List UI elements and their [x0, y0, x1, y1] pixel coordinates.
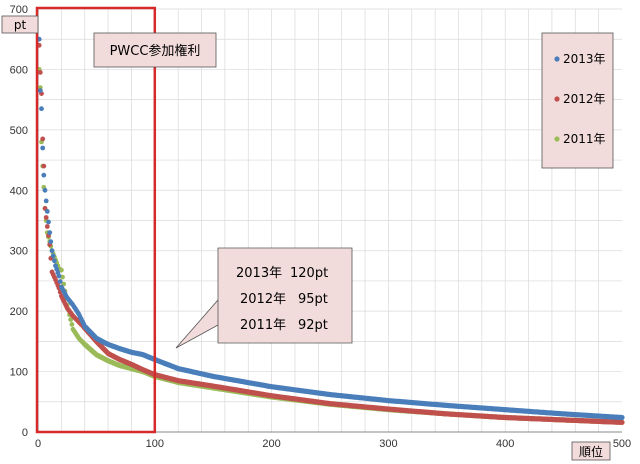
y-axis-label: pt	[14, 18, 27, 32]
callout-year-2013: 2013年	[236, 266, 282, 281]
x-tick-label: 500	[613, 438, 631, 450]
y-tick-label: 500	[10, 125, 28, 137]
data-point	[56, 273, 62, 279]
data-point	[57, 279, 63, 284]
x-axis-unit: 順位	[571, 441, 611, 461]
legend-marker-2011	[554, 136, 560, 142]
data-point	[619, 419, 625, 425]
data-point	[48, 239, 54, 245]
y-tick-label: 100	[10, 367, 28, 379]
data-point	[52, 258, 57, 264]
pwcc-label-box: PWCC参加権利	[93, 32, 217, 68]
legend-box	[541, 32, 614, 169]
data-point	[69, 322, 75, 327]
y-tick-label: 0	[22, 427, 28, 439]
legend-label-2011: 2011年	[563, 132, 606, 146]
y-tick-label: 600	[10, 64, 28, 76]
x-tick-label: 200	[262, 438, 280, 450]
data-point	[37, 70, 43, 75]
legend-marker-2013	[554, 56, 560, 62]
data-point	[40, 136, 46, 142]
legend-label-2012: 2012年	[563, 92, 606, 106]
data-point	[40, 145, 46, 151]
series-2013年	[36, 36, 625, 421]
data-point	[41, 163, 47, 169]
x-tick-label: 300	[379, 438, 397, 450]
x-axis-label: 順位	[579, 444, 603, 459]
y-tick-label: 200	[10, 306, 28, 318]
x-tick-label: 100	[146, 438, 164, 450]
legend: 2013年 2012年 2011年	[541, 32, 614, 169]
callout-value-2011: 92pt	[298, 318, 328, 333]
callout-year-2011: 2011年	[240, 318, 286, 333]
data-point	[44, 209, 50, 214]
y-tick-label: 400	[10, 185, 28, 197]
data-point	[39, 106, 44, 112]
legend-marker-2012	[554, 96, 560, 102]
data-point	[49, 248, 55, 254]
callout-value-2013: 120pt	[290, 266, 328, 281]
y-tick-labels: 0 100 200 300 400 500 600 700	[10, 4, 28, 439]
data-point	[41, 172, 47, 178]
data-point	[50, 253, 56, 259]
data-points	[36, 36, 625, 425]
threshold-callout: 2013年 120pt 2012年 95pt 2011年 92pt	[175, 247, 353, 349]
data-point	[68, 317, 74, 322]
callout-shape	[175, 247, 353, 349]
y-axis-unit: pt	[1, 15, 39, 34]
y-tick-label: 300	[10, 246, 28, 258]
x-tick-labels: 0 100 200 300 400 500	[35, 438, 631, 450]
data-point	[619, 414, 625, 421]
data-point	[42, 187, 48, 193]
data-point	[59, 267, 64, 273]
legend-label-2013: 2013年	[563, 52, 606, 66]
data-point	[44, 224, 50, 229]
x-tick-label: 400	[496, 438, 514, 450]
data-point	[47, 230, 53, 236]
callout-value-2012: 95pt	[298, 292, 328, 307]
x-tick-label: 0	[35, 438, 41, 450]
data-point	[43, 198, 49, 204]
y-tick-label: 700	[10, 4, 28, 16]
series-2012年	[36, 42, 625, 425]
data-point	[43, 215, 49, 220]
data-point	[37, 88, 43, 93]
data-point	[46, 219, 51, 225]
callout-year-2012: 2012年	[240, 292, 286, 307]
grid-lines	[38, 8, 622, 432]
pwcc-label: PWCC参加権利	[110, 43, 201, 59]
pwcc-highlight-box	[35, 6, 157, 434]
